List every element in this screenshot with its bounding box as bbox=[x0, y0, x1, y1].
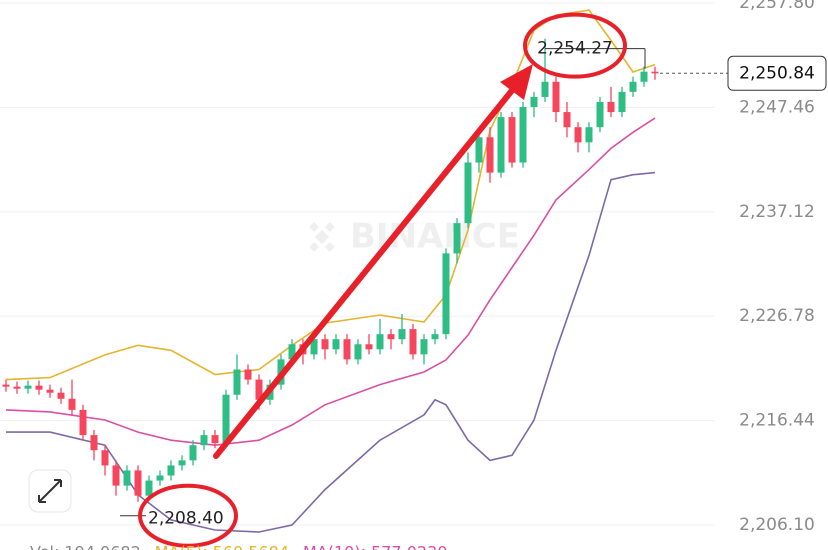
y-tick-label: 2,206.10 bbox=[739, 515, 815, 535]
candle-body bbox=[497, 117, 505, 173]
candle-body bbox=[79, 409, 87, 436]
candle-body bbox=[629, 81, 637, 92]
candle-body bbox=[222, 394, 230, 444]
last-price-box bbox=[727, 55, 827, 91]
candle-body bbox=[321, 339, 329, 350]
candle-body bbox=[310, 339, 318, 355]
candle-body bbox=[189, 445, 197, 461]
candle-body bbox=[178, 460, 186, 466]
candle-body bbox=[420, 339, 428, 355]
candle-body bbox=[453, 223, 461, 254]
candle-body bbox=[68, 398, 76, 410]
expand-button[interactable] bbox=[28, 469, 72, 513]
candle-body bbox=[640, 71, 648, 82]
footer-text: MA(10): 577.0230 bbox=[303, 543, 447, 550]
candle-body bbox=[585, 127, 593, 143]
candle-body bbox=[90, 435, 98, 451]
watermark: BINANCE bbox=[309, 217, 520, 257]
candle-body bbox=[101, 450, 109, 466]
candle-body bbox=[519, 107, 527, 163]
candle-body bbox=[552, 81, 560, 113]
candle-body bbox=[244, 369, 252, 380]
candle-body bbox=[409, 329, 417, 355]
arrow bbox=[213, 64, 533, 459]
candle-body bbox=[156, 475, 164, 481]
candle-body bbox=[376, 334, 384, 350]
candle-body bbox=[145, 480, 153, 496]
footer-text: MA(5): 560.5684 bbox=[155, 543, 289, 550]
candle-body bbox=[365, 344, 373, 350]
candle-body bbox=[255, 379, 263, 400]
candle-body bbox=[123, 470, 131, 486]
candle-body bbox=[475, 137, 483, 163]
low-marker-label: 2,208.40 bbox=[148, 509, 224, 529]
y-tick-label: 2,216.44 bbox=[739, 411, 815, 431]
candle-body bbox=[486, 137, 494, 173]
candle-body bbox=[211, 435, 219, 444]
candle-body bbox=[530, 96, 538, 108]
candle-body bbox=[464, 162, 472, 224]
y-tick-label: 2,226.78 bbox=[739, 306, 815, 326]
band-line bbox=[6, 171, 656, 533]
candle-body bbox=[541, 81, 549, 97]
candle-body bbox=[46, 389, 54, 393]
candle-body bbox=[574, 127, 582, 143]
candle-body bbox=[354, 344, 362, 360]
watermark-text: BINANCE bbox=[350, 217, 520, 257]
candle-body bbox=[596, 101, 604, 128]
footer-text: Vol: 194.0682 bbox=[30, 543, 141, 550]
high-marker-label: 2,254.27 bbox=[537, 39, 613, 59]
candle-body bbox=[563, 112, 571, 128]
candle-body bbox=[343, 339, 351, 360]
candle-body bbox=[332, 339, 340, 350]
candle-body bbox=[57, 392, 65, 399]
candle-body bbox=[24, 385, 32, 389]
candle-body bbox=[442, 253, 450, 335]
candle-body bbox=[112, 465, 120, 486]
candle-body bbox=[387, 334, 395, 340]
highlight-circle bbox=[523, 12, 627, 79]
candle-body bbox=[200, 435, 208, 446]
candle-body bbox=[508, 117, 516, 163]
band-line bbox=[5, 117, 656, 447]
y-tick-label: 2,237.12 bbox=[739, 202, 815, 222]
candle-body bbox=[35, 385, 43, 390]
candle-body bbox=[167, 465, 175, 476]
candle-body bbox=[233, 369, 241, 395]
candle-body bbox=[618, 91, 626, 113]
highlight-circle bbox=[138, 483, 238, 548]
candle-body bbox=[398, 329, 406, 340]
y-tick-label: 2,247.46 bbox=[739, 97, 815, 117]
candle-body bbox=[651, 71, 659, 74]
candle-body bbox=[607, 101, 615, 113]
candle-body bbox=[288, 344, 296, 360]
y-tick-label: 2,257.80 bbox=[739, 0, 815, 13]
last-price-label: 2,250.84 bbox=[739, 63, 815, 83]
candle-body bbox=[431, 334, 439, 340]
candle-body bbox=[2, 384, 10, 387]
band-line bbox=[5, 9, 656, 381]
candle-body bbox=[13, 386, 21, 389]
candle-body bbox=[134, 470, 142, 496]
